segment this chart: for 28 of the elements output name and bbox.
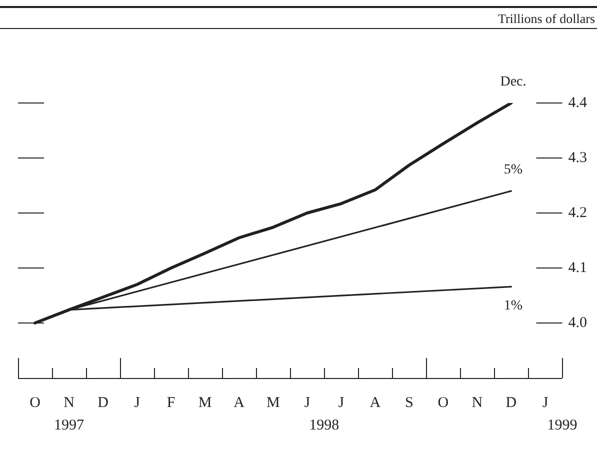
x-tick-label: J xyxy=(338,394,344,411)
x-tick-label: N xyxy=(64,394,75,411)
x-tick-label: J xyxy=(304,394,310,411)
x-tick-label: J xyxy=(542,394,548,411)
x-tick-label: O xyxy=(30,394,41,411)
x-tick-label: O xyxy=(438,394,449,411)
text: 1997 xyxy=(54,417,85,434)
y-tick-label: 4.2 xyxy=(568,204,587,221)
x-tick-label: F xyxy=(166,394,176,411)
x-tick-label: M xyxy=(198,394,212,411)
y-tick-label: 4.1 xyxy=(568,260,587,276)
x-tick-label: M xyxy=(266,394,280,411)
x-tick-label: A xyxy=(234,394,245,411)
x-tick-label: D xyxy=(98,394,109,411)
text: Trillions of dollars xyxy=(498,11,595,27)
series-label: Dec. xyxy=(500,74,526,90)
text: 1998 xyxy=(309,417,340,434)
y-tick-label: 4.3 xyxy=(568,150,587,166)
y-tick-label: 4.4 xyxy=(568,94,588,111)
x-tick-label: J xyxy=(134,394,140,411)
x-tick-label: N xyxy=(472,394,483,411)
x-tick-label: A xyxy=(370,394,381,411)
x-tick-label: S xyxy=(405,394,414,411)
series-label: 1% xyxy=(504,298,523,314)
x-tick-label: D xyxy=(506,394,517,411)
y-tick-label: 4.0 xyxy=(568,314,587,331)
series-label: 5% xyxy=(504,162,523,178)
text: 1999 xyxy=(547,417,578,434)
